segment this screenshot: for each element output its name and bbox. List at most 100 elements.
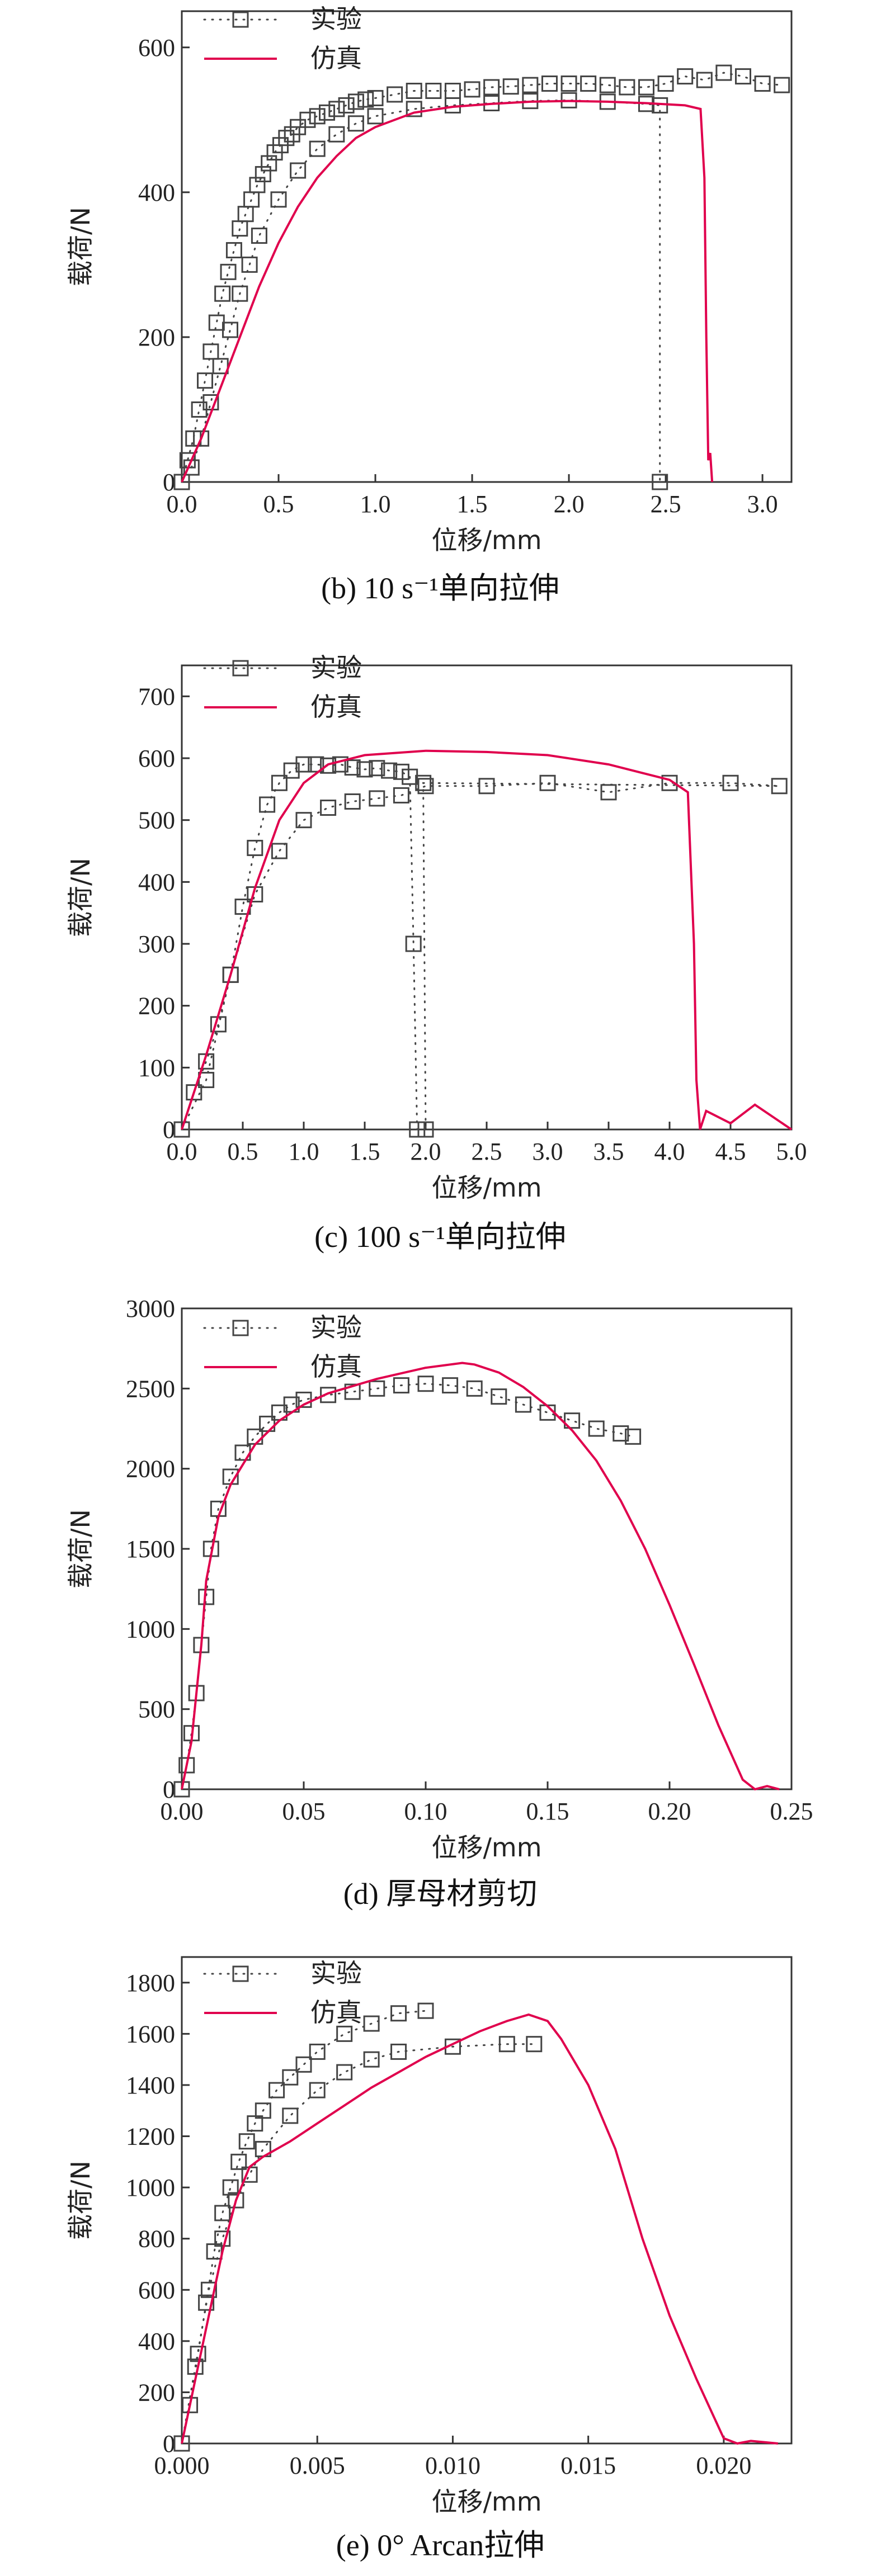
legend-simulation-label: 仿真 xyxy=(310,692,362,722)
experiment-point xyxy=(255,2102,271,2119)
experiment-point xyxy=(415,774,432,791)
experiment-point xyxy=(387,86,403,103)
experiment-point xyxy=(417,1121,434,1138)
y-tick-label: 300 xyxy=(138,930,175,958)
experiment-point xyxy=(381,762,398,779)
experiment-point xyxy=(309,108,326,125)
experiment-point xyxy=(309,2043,326,2060)
y-tick-label: 200 xyxy=(138,2379,175,2406)
experiment-point xyxy=(232,285,248,302)
panel-e-arcan: 0.000 0.005 0.010 0.015 0.020 0 200 400 600 800 10… xyxy=(65,1956,793,2562)
experiment-point xyxy=(278,130,295,146)
x-tick-label: 0.5 xyxy=(228,1138,258,1165)
experiment-point xyxy=(225,242,242,258)
experiment-point xyxy=(295,756,312,773)
experiment-point xyxy=(442,1377,459,1394)
x-tick-label: 0.25 xyxy=(770,1798,813,1825)
x-tick-label: 0.05 xyxy=(282,1798,326,1825)
experiment-point xyxy=(564,1412,581,1429)
experiment-point xyxy=(222,322,239,338)
panel-b-tensile-10: 0.0 0.5 1.0 1.5 2.0 2.5 3.0 0 200 400 600 位移/mm 载荷/N… xyxy=(65,4,793,605)
x-tick-label: 0.020 xyxy=(696,2452,751,2479)
experiment-point xyxy=(356,761,373,778)
experiment-point xyxy=(498,2036,515,2053)
x-tick-label: 0.5 xyxy=(263,490,294,518)
y-tick-label: 500 xyxy=(138,1696,175,1723)
x-tick-label: 0.010 xyxy=(425,2452,480,2479)
experiment-point xyxy=(309,140,326,157)
experiment-point xyxy=(241,256,258,273)
y-tick-label: 0 xyxy=(163,2430,175,2457)
experiment-point xyxy=(357,91,374,108)
x-axis-label: 位移/mm xyxy=(431,525,541,555)
experiment-point xyxy=(178,1757,195,1774)
x-tick-label: 0.15 xyxy=(526,1798,569,1825)
x-tick-label: 0.000 xyxy=(154,2452,210,2479)
experiment-point xyxy=(417,2002,434,2019)
experiment-point xyxy=(483,79,500,96)
y-axis-label: 载荷/N xyxy=(65,2161,96,2240)
experiment-point xyxy=(347,93,364,110)
experiment-point xyxy=(202,394,219,411)
experiment-point xyxy=(332,756,348,773)
experiment-point xyxy=(270,191,287,208)
experiment-point xyxy=(173,474,190,490)
experiment-point xyxy=(369,790,385,807)
experiment-point xyxy=(722,774,739,791)
panel-caption: (d) 厚母材剪切 xyxy=(343,1877,537,1911)
experiment-point xyxy=(261,155,277,172)
y-tick-label: 200 xyxy=(138,992,175,1020)
experiment-point xyxy=(214,2230,231,2247)
experiment-point xyxy=(754,75,771,92)
experiment-point xyxy=(715,64,732,81)
experiment-line xyxy=(181,782,780,1131)
experiment-point xyxy=(425,82,442,99)
x-axis-label: 位移/mm xyxy=(431,1173,541,1203)
experiment-point xyxy=(417,778,434,795)
simulation-line xyxy=(181,100,714,483)
experiment-point xyxy=(338,97,355,114)
experiment-point xyxy=(328,101,345,117)
experiment-point xyxy=(390,2043,407,2060)
experiment-point xyxy=(406,82,422,99)
experiment-point xyxy=(369,1380,385,1397)
legend-simulation-label: 仿真 xyxy=(310,43,362,73)
x-tick-label: 4.5 xyxy=(715,1138,746,1165)
legend-experiment-marker xyxy=(232,1320,249,1336)
experiment-point xyxy=(190,2346,206,2362)
experiment-point xyxy=(320,800,337,816)
plot-frame xyxy=(181,664,793,1131)
panel-caption: (e) 0° Arcan拉伸 xyxy=(336,2528,544,2562)
y-tick-label: 600 xyxy=(138,2276,175,2304)
y-tick-label: 700 xyxy=(138,683,175,710)
x-tick-label: 0.00 xyxy=(161,1798,204,1825)
y-tick-label: 3000 xyxy=(126,1295,175,1322)
y-tick-label: 0 xyxy=(163,469,175,496)
experiment-point xyxy=(238,2133,255,2150)
experiment-point xyxy=(222,966,239,983)
experiment-point xyxy=(560,75,577,92)
experiment-point xyxy=(491,1388,507,1405)
legend-experiment-marker xyxy=(232,11,249,28)
legend-simulation-label: 仿真 xyxy=(310,1351,362,1382)
simulation-line xyxy=(181,749,793,1131)
plot-frame xyxy=(181,1307,793,1790)
experiment-point xyxy=(344,793,361,810)
panel-caption: (c) 100 s⁻¹单向拉伸 xyxy=(314,1220,566,1254)
experiment-point xyxy=(619,79,635,96)
x-tick-label: 1.5 xyxy=(457,490,488,518)
experiment-point xyxy=(363,2015,380,2032)
x-axis-label: 位移/mm xyxy=(431,2487,541,2517)
experiment-point xyxy=(599,77,616,93)
y-axis-label: 载荷/N xyxy=(65,207,96,286)
experiment-point xyxy=(295,2056,312,2073)
y-axis-label: 载荷/N xyxy=(65,858,96,937)
legend-experiment-label: 实验 xyxy=(310,653,362,683)
x-tick-label: 0.0 xyxy=(167,490,197,518)
experiment-point xyxy=(271,774,288,791)
experiment-point xyxy=(295,812,312,829)
experiment-point xyxy=(734,68,751,85)
experiment-point xyxy=(222,2179,239,2196)
panel-d-shear: 0.00 0.05 0.10 0.15 0.20 0.25 0 500 1000 1500 2000… xyxy=(65,1295,813,1911)
